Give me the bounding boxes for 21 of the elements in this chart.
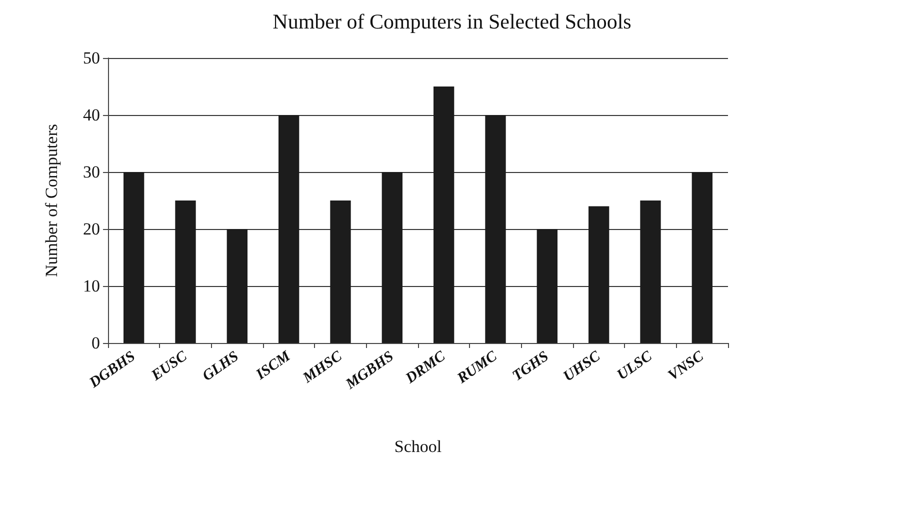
bar — [434, 86, 454, 343]
bar — [330, 200, 351, 343]
bar — [485, 115, 506, 343]
y-tick-label: 10 — [83, 276, 100, 296]
bar — [640, 200, 661, 343]
y-tick-label: 50 — [83, 48, 100, 68]
x-axis-title: School — [394, 437, 442, 456]
bar — [278, 115, 300, 343]
chart-title: Number of Computers in Selected Schools — [272, 10, 632, 34]
bar — [124, 172, 144, 343]
y-tick-label: 40 — [83, 106, 100, 124]
bar — [692, 172, 712, 343]
bar — [382, 172, 402, 343]
y-tick-label: 30 — [83, 162, 100, 182]
y-tick-label: 20 — [83, 220, 100, 238]
y-axis-title: Number of Computers — [42, 124, 61, 277]
bar — [588, 206, 610, 343]
bar — [536, 229, 558, 343]
y-tick-label: 0 — [92, 334, 100, 352]
bar — [226, 229, 248, 343]
bar — [175, 200, 196, 343]
